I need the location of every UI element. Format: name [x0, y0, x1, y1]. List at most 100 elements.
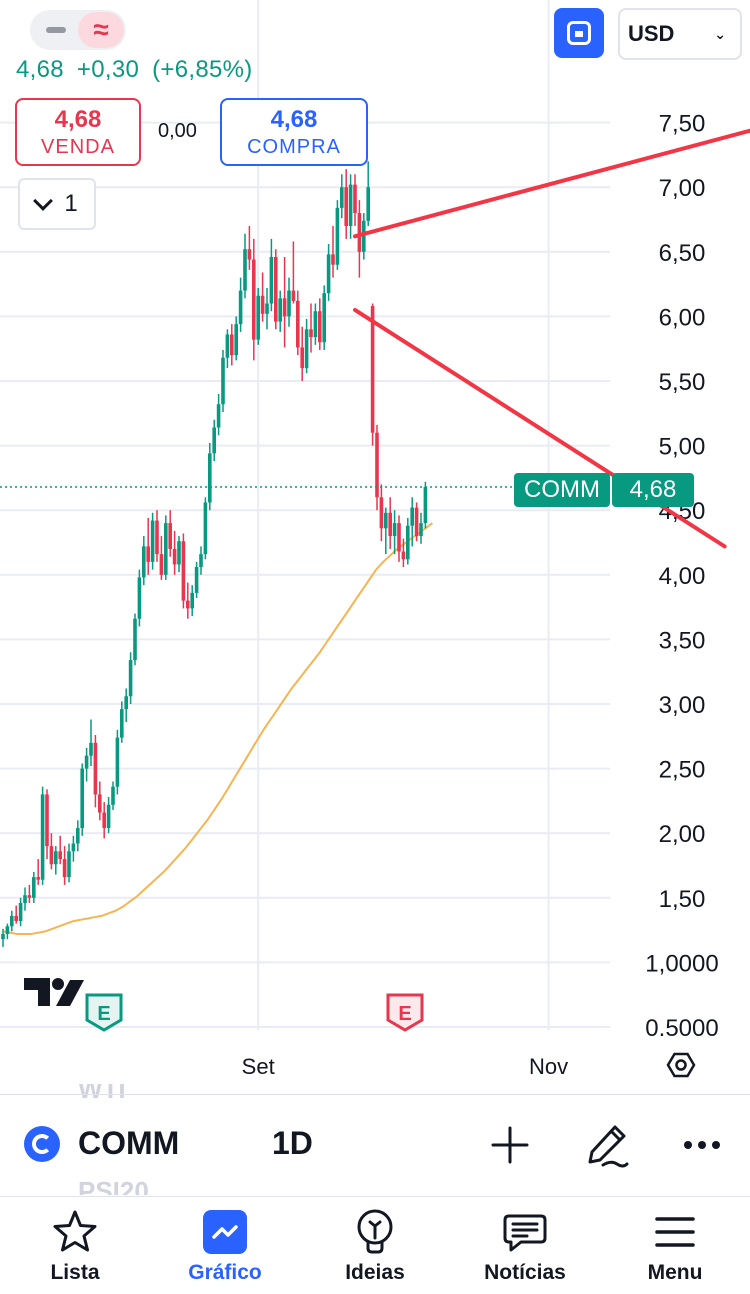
y-axis-label: 7,50: [659, 111, 706, 138]
candle-body: [71, 843, 76, 852]
candle-body: [353, 184, 357, 214]
currency-value: USD: [628, 21, 675, 46]
minus-icon[interactable]: [34, 14, 78, 46]
y-axis-label: 2,00: [659, 821, 706, 848]
candle-body: [357, 213, 362, 252]
chart-style-toggle[interactable]: ≈: [30, 10, 126, 50]
candle-body: [225, 334, 230, 358]
price-chart[interactable]: 7,507,006,506,005,505,004,504,003,503,00…: [0, 0, 750, 1092]
candle-body: [238, 290, 243, 325]
chevron-down-icon: [33, 191, 54, 211]
candle-body: [406, 525, 410, 560]
candle-body: [287, 290, 291, 317]
buy-label: COMPRA: [247, 136, 341, 158]
fullscreen-button[interactable]: [554, 8, 604, 58]
sell-button[interactable]: 4,68 VENDA: [15, 98, 141, 166]
y-axis-label: 1,50: [659, 886, 706, 913]
nav-label: Notícias: [484, 1261, 566, 1284]
candle-body: [252, 259, 256, 340]
nav-item-ideias[interactable]: Ideias: [300, 1197, 450, 1294]
bulb-icon: [357, 1209, 393, 1254]
nav-item-grafico[interactable]: Gráfico: [150, 1197, 300, 1294]
nav-label: Menu: [647, 1261, 703, 1284]
candle-body: [282, 298, 287, 317]
price-tag-value: 4,68: [612, 473, 694, 507]
symbol-logo-icon[interactable]: [24, 1126, 60, 1162]
price-tag-symbol: COMM: [514, 473, 610, 507]
candle-body: [326, 254, 331, 294]
symbol-interval[interactable]: 1D: [272, 1125, 313, 1161]
earnings-marker[interactable]: [85, 993, 123, 1032]
candle-body: [159, 554, 164, 575]
candle-body: [67, 851, 71, 878]
candle-body: [379, 497, 384, 529]
drawing-tools-button[interactable]: [576, 1115, 636, 1175]
candle-body: [388, 512, 392, 537]
candle-body: [318, 311, 322, 343]
candle-body: [142, 546, 146, 578]
candle-body: [199, 554, 203, 568]
chart-area[interactable]: 7,50 7,00 6,50 6,00 5,50 5,00 4,50 4,00 3,50 3,00…: [0, 0, 750, 1092]
add-indicator-button[interactable]: [480, 1115, 540, 1175]
trendline[interactable]: [353, 117, 750, 239]
buy-price: 4,68: [270, 106, 318, 133]
candle-body: [269, 256, 274, 304]
candle-body: [10, 915, 14, 927]
candle-body: [313, 311, 318, 338]
candle-body: [221, 357, 225, 405]
x-axis-label: Nov: [529, 1054, 568, 1079]
tradingview-logo-slash: [56, 980, 84, 1006]
candle-body: [98, 794, 102, 813]
earnings-marker-letter: E: [97, 1003, 110, 1025]
candle-body: [164, 523, 168, 575]
nav-label: Lista: [50, 1261, 100, 1284]
buy-button[interactable]: 4,68 COMPRA: [220, 98, 368, 166]
earnings-marker[interactable]: [386, 993, 424, 1032]
interval-dropdown-button[interactable]: 1: [18, 178, 96, 230]
candle-body: [124, 696, 128, 710]
price-change-percent: (+6,85%): [152, 56, 253, 83]
candle-body: [14, 915, 18, 922]
candle-body: [397, 523, 401, 552]
currency-select[interactable]: USD ⌄: [618, 8, 742, 60]
nav-label: Gráfico: [188, 1261, 262, 1284]
candle-body: [18, 902, 23, 922]
nav-item-lista[interactable]: Lista: [0, 1197, 150, 1294]
symbol-bar: COMM 1D: [0, 1094, 750, 1194]
tradingview-logo: [24, 978, 50, 1006]
candle-body: [5, 926, 10, 934]
candle-body: [335, 207, 340, 265]
news-icon: [503, 1214, 547, 1252]
candle-body: [115, 737, 120, 787]
candle-body: [384, 512, 388, 529]
more-icon: [684, 1141, 720, 1149]
candle-body: [348, 184, 353, 226]
candle-body: [36, 877, 40, 880]
candle-body: [137, 577, 142, 619]
fullscreen-icon: [567, 21, 591, 45]
moving-average-line: [2, 522, 433, 935]
candle-body: [194, 567, 199, 593]
sell-price: 4,68: [54, 106, 102, 133]
symbol-name[interactable]: COMM: [78, 1125, 180, 1161]
nav-item-noticias[interactable]: Notícias: [450, 1197, 600, 1294]
candle-body: [111, 786, 115, 805]
chevron-down-icon: ⌄: [714, 25, 726, 42]
candle-body: [322, 293, 326, 343]
wave-icon[interactable]: ≈: [78, 12, 124, 48]
candle-body: [106, 804, 111, 829]
candle-body: [150, 520, 155, 562]
candle-body: [62, 859, 67, 878]
more-options-button[interactable]: [672, 1115, 732, 1175]
candle-body: [234, 324, 238, 356]
candle-body: [40, 794, 45, 880]
nav-item-menu[interactable]: Menu: [600, 1197, 750, 1294]
candle-body: [177, 541, 181, 565]
y-axis-label: 6,00: [659, 304, 706, 331]
candle-body: [155, 520, 159, 555]
candle-body: [274, 256, 278, 322]
candle-body: [304, 329, 309, 369]
hamburger-icon: [655, 1217, 695, 1247]
candle-body: [102, 812, 106, 829]
settings-icon[interactable]: [666, 1052, 696, 1078]
